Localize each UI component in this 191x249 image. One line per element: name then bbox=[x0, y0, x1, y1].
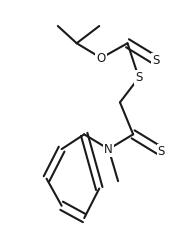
Text: S: S bbox=[152, 54, 159, 67]
Text: S: S bbox=[158, 145, 165, 158]
Text: N: N bbox=[104, 143, 113, 156]
Text: O: O bbox=[96, 52, 106, 64]
Text: S: S bbox=[135, 71, 142, 84]
